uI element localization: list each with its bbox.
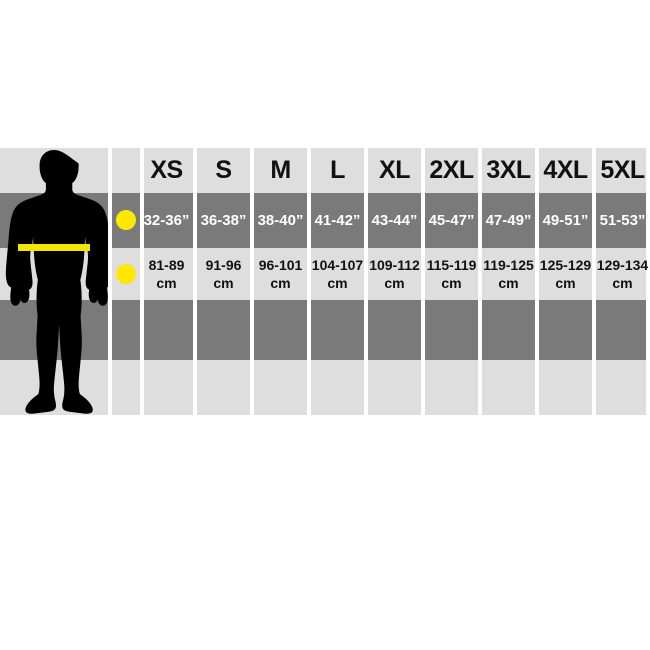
size-value-cm: 119-125 cm — [482, 248, 535, 300]
cm-unit-label: cm — [612, 275, 633, 291]
column-gutter — [364, 148, 368, 415]
size-header: L — [330, 156, 345, 184]
size-value-cm: 129-134 cm — [596, 248, 649, 300]
cm-number: 129-134 — [596, 257, 649, 273]
column-gutter — [535, 148, 539, 415]
cm-unit-label: cm — [498, 275, 519, 291]
cm-unit-label: cm — [441, 275, 462, 291]
column-gutter — [421, 148, 425, 415]
column-gutter — [646, 148, 650, 415]
column-gutter — [592, 148, 596, 415]
size-value-inches: 38-40” — [257, 212, 304, 229]
column-gutter — [193, 148, 197, 415]
size-header: M — [270, 156, 291, 184]
size-chart: XS 32-36” 81-89 cm S 36-38” 91-96 cm M 3… — [0, 148, 650, 415]
silhouette-body-shape — [5, 150, 108, 414]
size-value-inches: 45-47” — [428, 212, 475, 229]
size-value-cm: 96-101 cm — [254, 248, 307, 300]
size-header: XS — [150, 156, 183, 184]
yellow-dot-icon — [116, 264, 136, 284]
size-header: 3XL — [486, 156, 531, 184]
size-header: 5XL — [600, 156, 645, 184]
male-body-silhouette — [0, 148, 108, 415]
size-value-cm: 91-96 cm — [197, 248, 250, 300]
cm-unit-label: cm — [555, 275, 576, 291]
cm-number: 119-125 — [483, 257, 534, 273]
column-gutter — [250, 148, 254, 415]
size-header: 2XL — [429, 156, 474, 184]
chest-measurement-line — [18, 244, 90, 251]
cm-unit-label: cm — [156, 275, 177, 291]
size-column-xs[interactable]: XS 32-36” 81-89 cm — [140, 148, 193, 415]
cm-unit-label: cm — [327, 275, 348, 291]
cm-number: 115-119 — [426, 257, 477, 273]
size-header: 4XL — [543, 156, 588, 184]
size-header: XL — [379, 156, 410, 184]
column-gutter — [140, 148, 144, 415]
size-value-inches: 49-51” — [542, 212, 589, 229]
size-column-4xl[interactable]: 4XL 49-51” 125-129 cm — [539, 148, 592, 415]
cm-number: 109-112 — [369, 257, 420, 273]
size-column-2xl[interactable]: 2XL 45-47” 115-119 cm — [425, 148, 478, 415]
size-column-5xl[interactable]: 5XL 51-53” 129-134 cm — [596, 148, 649, 415]
column-gutter — [108, 148, 112, 415]
size-value-cm: 81-89 cm — [140, 248, 193, 300]
cm-number: 125-129 — [539, 257, 592, 273]
cm-unit-label: cm — [384, 275, 405, 291]
size-value-inches: 32-36” — [143, 212, 190, 229]
cm-number: 81-89 — [148, 257, 185, 273]
size-column-m[interactable]: M 38-40” 96-101 cm — [254, 148, 307, 415]
size-value-inches: 47-49” — [485, 212, 532, 229]
size-value-inches: 41-42” — [314, 212, 361, 229]
column-gutter — [307, 148, 311, 415]
size-column-s[interactable]: S 36-38” 91-96 cm — [197, 148, 250, 415]
size-column-xl[interactable]: XL 43-44” 109-112 cm — [368, 148, 421, 415]
cm-unit-label: cm — [270, 275, 291, 291]
column-gutter — [478, 148, 482, 415]
size-column-l[interactable]: L 41-42” 104-107 cm — [311, 148, 364, 415]
size-value-cm: 104-107 cm — [311, 248, 364, 300]
cm-number: 104-107 — [311, 257, 364, 273]
size-value-cm: 125-129 cm — [539, 248, 592, 300]
cm-unit-label: cm — [213, 275, 234, 291]
size-value-inches: 43-44” — [371, 212, 418, 229]
yellow-dot-icon — [116, 210, 136, 230]
size-value-cm: 109-112 cm — [368, 248, 421, 300]
size-header: S — [215, 156, 232, 184]
measurement-marker-column — [112, 148, 140, 415]
cm-number: 96-101 — [258, 257, 303, 273]
size-value-inches: 36-38” — [200, 212, 247, 229]
size-value-cm: 115-119 cm — [425, 248, 478, 300]
size-value-inches: 51-53” — [599, 212, 646, 229]
cm-number: 91-96 — [205, 257, 242, 273]
size-column-3xl[interactable]: 3XL 47-49” 119-125 cm — [482, 148, 535, 415]
